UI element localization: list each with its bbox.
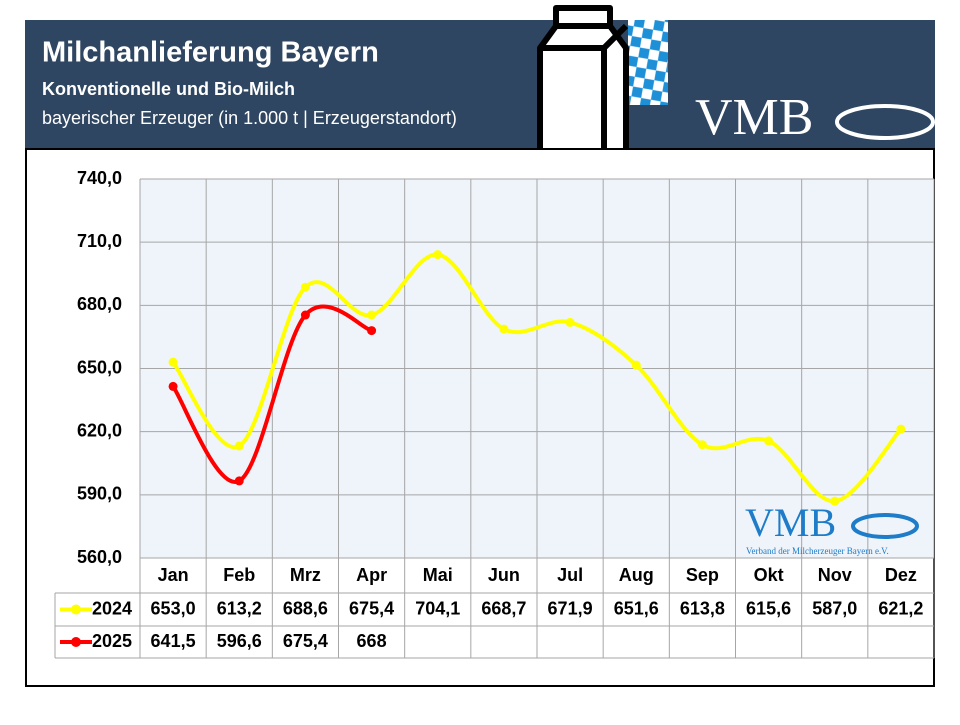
x-tick-label: Jun bbox=[488, 565, 520, 585]
legend-marker bbox=[71, 604, 81, 615]
point-marker bbox=[300, 282, 310, 292]
y-tick-label: 680,0 bbox=[77, 294, 122, 314]
point-marker bbox=[565, 317, 575, 327]
point-marker bbox=[300, 310, 310, 320]
y-tick-label: 710,0 bbox=[77, 231, 122, 251]
point-marker bbox=[764, 436, 774, 446]
series-line bbox=[171, 252, 903, 504]
subtitle: Konventionelle und Bio-Milch bbox=[42, 79, 295, 99]
x-tick-label: Sep bbox=[686, 565, 719, 585]
table-value: 613,2 bbox=[217, 598, 262, 618]
table-value: 615,6 bbox=[746, 598, 791, 618]
table-value: 675,4 bbox=[349, 598, 394, 618]
y-tick-label: 620,0 bbox=[77, 420, 122, 440]
x-tick-label: Mai bbox=[423, 565, 453, 585]
point-marker bbox=[234, 441, 244, 451]
x-tick-label: Dez bbox=[885, 565, 917, 585]
y-tick-label: 560,0 bbox=[77, 547, 122, 567]
point-marker bbox=[896, 424, 906, 434]
bavarian-flag bbox=[628, 20, 668, 105]
header-band bbox=[25, 20, 935, 150]
logo-swirl bbox=[835, 104, 935, 140]
x-tick-label: Jan bbox=[158, 565, 189, 585]
legend-label: 2025 bbox=[92, 631, 132, 651]
table-value: 668 bbox=[357, 631, 387, 651]
logo-text: VMB bbox=[745, 500, 836, 545]
logo-subtext: Verband der Milcherzeuger Bayern e.V. bbox=[746, 546, 889, 556]
table-value: 671,9 bbox=[548, 598, 593, 618]
x-tick-label: Jul bbox=[557, 565, 583, 585]
x-tick-label: Aug bbox=[619, 565, 654, 585]
x-tick-label: Okt bbox=[754, 565, 784, 585]
x-tick-label: Nov bbox=[818, 565, 852, 585]
series-line bbox=[171, 304, 373, 484]
logo-text: VMB bbox=[695, 89, 813, 146]
point-marker bbox=[830, 496, 840, 506]
point-marker bbox=[234, 476, 244, 486]
legend-marker bbox=[71, 637, 81, 647]
y-tick-label: 740,0 bbox=[77, 168, 122, 188]
x-tick-label: Apr bbox=[356, 565, 387, 585]
logo-swirl bbox=[851, 513, 919, 539]
table-value: 704,1 bbox=[415, 598, 460, 618]
table-value: 641,5 bbox=[151, 631, 196, 651]
point-marker bbox=[631, 360, 641, 370]
table-value: 653,0 bbox=[151, 598, 196, 618]
point-marker bbox=[168, 381, 178, 391]
x-tick-label: Feb bbox=[223, 565, 255, 585]
legend-label: 2024 bbox=[92, 598, 132, 618]
table-value: 587,0 bbox=[812, 598, 857, 618]
milk-carton bbox=[537, 5, 629, 169]
title: Milchanlieferung Bayern bbox=[42, 37, 379, 69]
point-marker bbox=[367, 310, 377, 320]
y-tick-label: 650,0 bbox=[77, 357, 122, 377]
unit-note: bayerischer Erzeuger (in 1.000 t | Erzeu… bbox=[42, 108, 457, 128]
point-marker bbox=[367, 326, 377, 336]
y-tick-label: 590,0 bbox=[77, 484, 122, 504]
point-marker bbox=[697, 440, 707, 450]
table-value: 675,4 bbox=[283, 631, 328, 651]
x-tick-label: Mrz bbox=[290, 565, 321, 585]
table-value: 668,7 bbox=[481, 598, 526, 618]
table-value: 621,2 bbox=[878, 598, 923, 618]
point-marker bbox=[168, 357, 178, 367]
table-value: 596,6 bbox=[217, 631, 262, 651]
table-value: 613,8 bbox=[680, 598, 725, 618]
table-value: 651,6 bbox=[614, 598, 659, 618]
point-marker bbox=[499, 324, 509, 334]
table-value: 688,6 bbox=[283, 598, 328, 618]
point-marker bbox=[433, 250, 443, 260]
